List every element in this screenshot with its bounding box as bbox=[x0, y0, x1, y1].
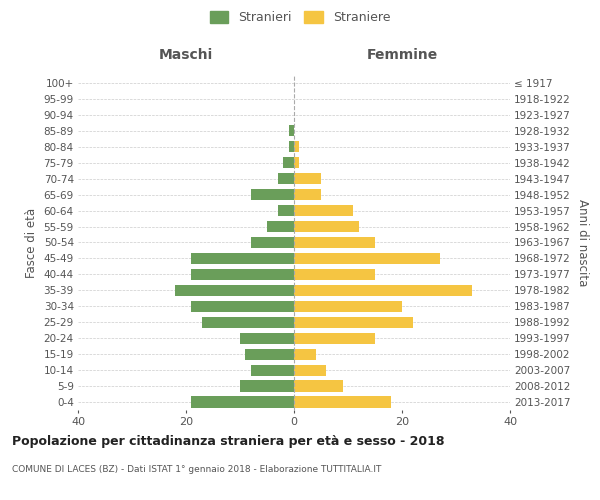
Bar bbox=[294, 332, 375, 344]
Bar bbox=[294, 396, 391, 407]
Bar bbox=[251, 237, 294, 248]
Y-axis label: Anni di nascita: Anni di nascita bbox=[577, 199, 589, 286]
Bar bbox=[251, 364, 294, 376]
Bar bbox=[240, 332, 294, 344]
Bar bbox=[240, 380, 294, 392]
Bar bbox=[278, 205, 294, 216]
Y-axis label: Fasce di età: Fasce di età bbox=[25, 208, 38, 278]
Bar bbox=[267, 221, 294, 232]
Bar bbox=[251, 189, 294, 200]
Bar bbox=[294, 300, 402, 312]
Text: Maschi: Maschi bbox=[159, 48, 213, 62]
Bar bbox=[191, 269, 294, 280]
Bar bbox=[294, 348, 316, 360]
Bar bbox=[294, 173, 321, 184]
Bar bbox=[191, 253, 294, 264]
Bar bbox=[289, 125, 294, 136]
Legend: Stranieri, Straniere: Stranieri, Straniere bbox=[209, 11, 391, 24]
Bar bbox=[175, 285, 294, 296]
Bar bbox=[294, 205, 353, 216]
Bar bbox=[294, 189, 321, 200]
Bar bbox=[289, 141, 294, 152]
Bar bbox=[245, 348, 294, 360]
Bar bbox=[191, 396, 294, 407]
Bar bbox=[294, 221, 359, 232]
Bar bbox=[294, 253, 440, 264]
Bar bbox=[294, 364, 326, 376]
Bar bbox=[294, 237, 375, 248]
Bar bbox=[294, 285, 472, 296]
Text: Femmine: Femmine bbox=[367, 48, 437, 62]
Bar bbox=[191, 300, 294, 312]
Bar bbox=[294, 157, 299, 168]
Text: COMUNE DI LACES (BZ) - Dati ISTAT 1° gennaio 2018 - Elaborazione TUTTITALIA.IT: COMUNE DI LACES (BZ) - Dati ISTAT 1° gen… bbox=[12, 465, 382, 474]
Bar bbox=[278, 173, 294, 184]
Bar bbox=[294, 269, 375, 280]
Bar bbox=[202, 316, 294, 328]
Text: Popolazione per cittadinanza straniera per età e sesso - 2018: Popolazione per cittadinanza straniera p… bbox=[12, 435, 445, 448]
Bar bbox=[294, 141, 299, 152]
Bar bbox=[294, 380, 343, 392]
Bar bbox=[294, 316, 413, 328]
Bar bbox=[283, 157, 294, 168]
